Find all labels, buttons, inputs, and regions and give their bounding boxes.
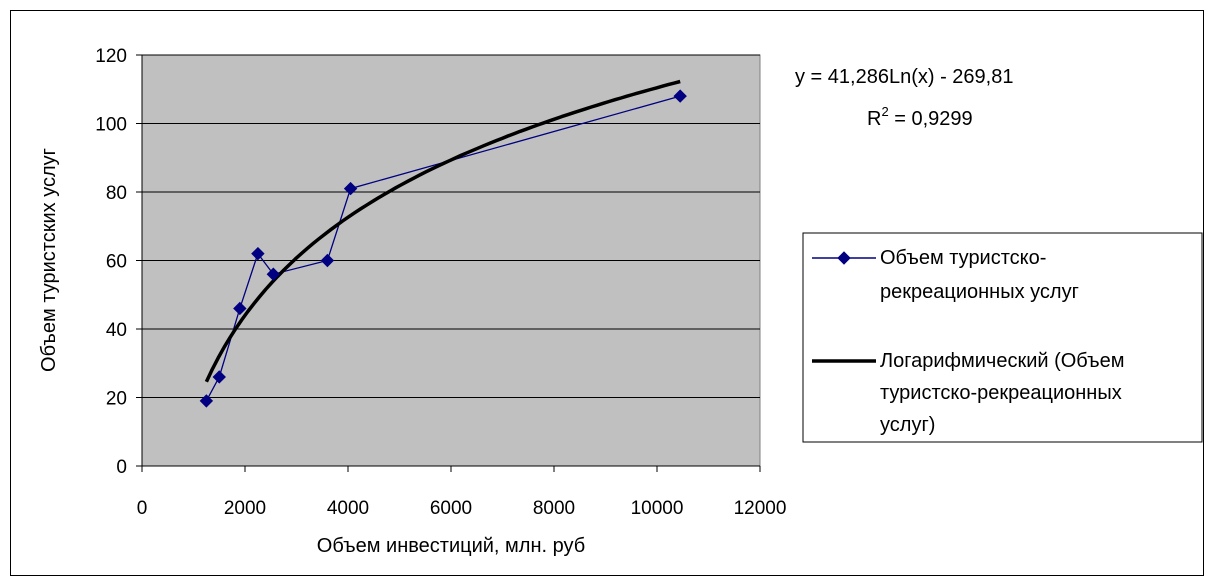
data-point-marker [343,181,358,196]
trendline [204,79,681,383]
r-squared-superscript: 2 [881,104,888,119]
r-squared: R2 = 0,9299 [867,104,973,130]
legend-label-data: рекреационных услуг [880,281,1079,303]
trend-equation: y = 41,286Ln(x) - 269,81 [795,66,1013,88]
x-tick-label: 8000 [533,498,575,519]
data-point-marker [233,301,247,316]
x-tick-labels: 0 2000 4000 6000 8000 10000 12000 [137,498,787,519]
legend: Объем туристско-рекреационных услуг Логар… [812,247,1124,436]
r-squared-label: R [867,108,881,130]
legend-label-trend: услуг) [880,414,935,436]
x-tick-label: 4000 [327,498,369,519]
data-point-marker [251,246,265,261]
series-group [199,79,687,408]
x-tick-label: 2000 [224,498,266,519]
axes [136,54,761,472]
data-point-marker [199,394,214,408]
y-axis-title: Объем туристских услуг [38,148,60,372]
x-axis-title: Объем инвестиций, млн. руб [317,535,585,557]
y-tick-label: 60 [106,252,127,273]
y-tick-label: 0 [116,457,127,478]
y-tick-label: 100 [95,115,127,136]
x-tick-label: 12000 [734,498,787,519]
x-tick-label: 10000 [631,498,684,519]
x-tick-label: 6000 [430,498,472,519]
legend-label-data: Объем туристско- [880,247,1046,269]
data-point-marker [212,370,226,384]
legend-marker-data [837,251,851,265]
y-tick-label: 80 [106,183,127,204]
r-squared-value: = 0,9299 [889,108,973,130]
legend-label-trend: туристско-рекреационных [880,382,1122,404]
y-tick-label: 40 [106,320,127,341]
legend-label-trend: Логарифмический (Объем [880,350,1124,372]
gridlines [142,54,760,398]
data-point-marker [673,89,687,103]
y-tick-label: 20 [106,389,127,410]
data-series-line [205,95,681,402]
x-tick-label: 0 [137,498,148,519]
legend-box [802,232,1203,443]
data-point-marker [266,267,281,281]
y-tick-labels: 0 20 40 60 80 100 120 [95,46,127,478]
data-point-marker [320,253,335,268]
y-tick-label: 120 [95,46,127,67]
